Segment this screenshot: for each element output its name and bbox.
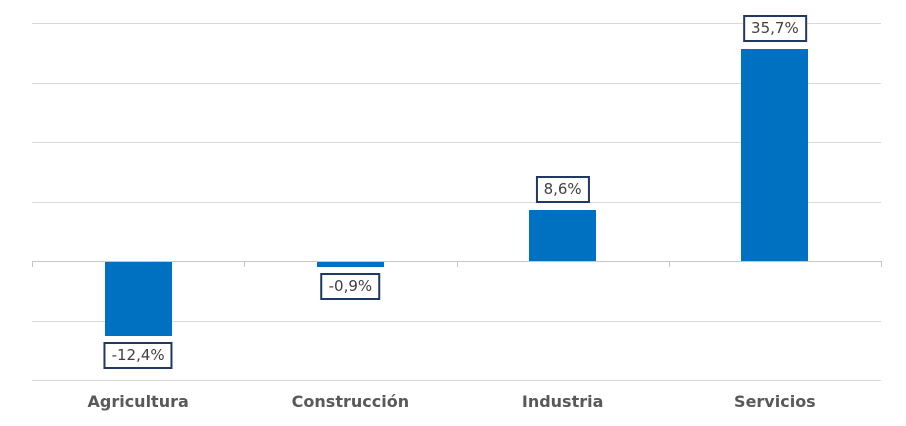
value-label-industria: 8,6%: [535, 176, 590, 203]
x-axis-tick: [668, 261, 670, 267]
value-label-agricultura: -12,4%: [103, 342, 173, 369]
x-axis-tick: [244, 261, 246, 267]
gridline--20: [32, 380, 881, 381]
bar-construccion: [317, 262, 384, 267]
category-label-construccion: Construcción: [291, 392, 410, 411]
category-label-agricultura: Agricultura: [87, 392, 189, 411]
x-axis-tick: [32, 261, 33, 267]
value-label-servicios: 35,7%: [743, 15, 807, 42]
value-label-construccion: -0,9%: [320, 273, 381, 300]
category-label-servicios: Servicios: [734, 392, 816, 411]
bar-industria: [529, 210, 596, 261]
x-axis-tick: [456, 261, 458, 267]
category-label-industria: Industria: [521, 392, 604, 411]
bar-agricultura: [105, 262, 172, 336]
bar-servicios: [741, 49, 808, 261]
x-axis-tick: [881, 261, 882, 267]
